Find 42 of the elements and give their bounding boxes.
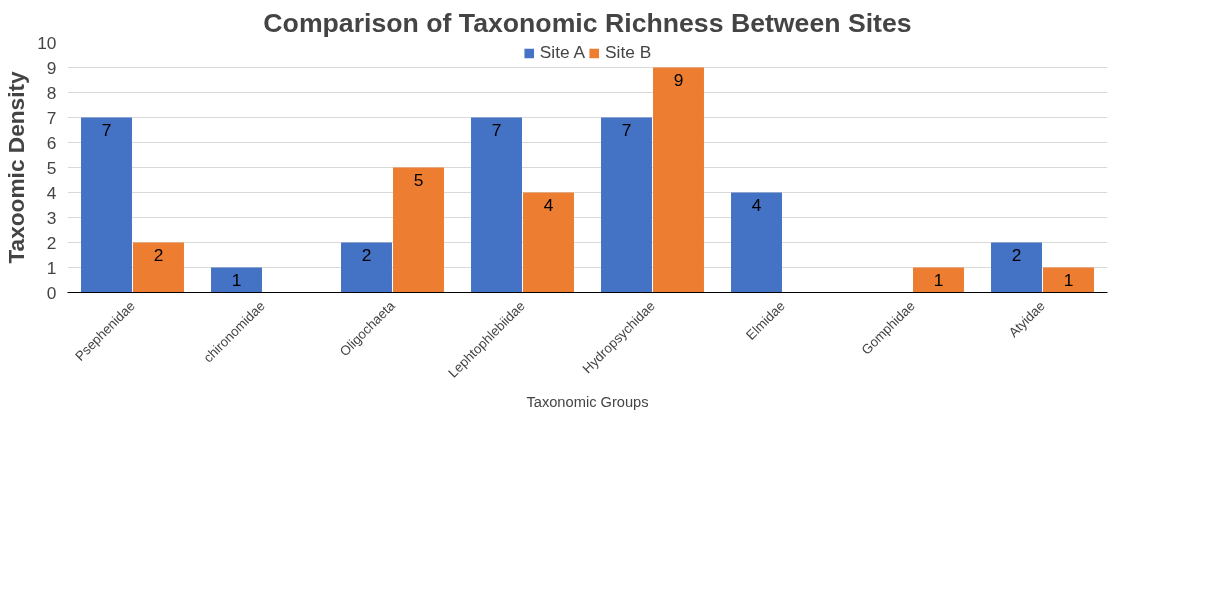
data-label: 1 (1063, 270, 1074, 290)
y-tick-label: 0 (46, 282, 57, 303)
bar (601, 117, 652, 293)
data-label: 2 (153, 245, 164, 265)
chart-title: Comparison of Taxonomic Richness Between Sites (263, 7, 912, 38)
bar (1043, 267, 1094, 293)
data-label: 7 (491, 120, 502, 140)
y-tick-label: 1 (46, 257, 57, 278)
bar (653, 67, 704, 293)
data-label: 2 (361, 245, 372, 265)
y-tick-label: 9 (46, 57, 57, 78)
data-label: 4 (751, 195, 762, 215)
legend-label: Site A (539, 42, 586, 63)
y-tick-label: 10 (37, 32, 57, 53)
y-axis-title: Taxoomic Density (3, 70, 30, 264)
y-tick-label: 5 (46, 157, 57, 178)
bar (471, 117, 522, 293)
data-label: 7 (621, 120, 632, 140)
y-tick-label: 7 (46, 107, 57, 128)
data-label: 2 (1011, 245, 1022, 265)
data-label: 5 (413, 170, 424, 190)
y-tick-label: 6 (46, 132, 57, 153)
data-label: 4 (543, 195, 554, 215)
data-label: 1 (231, 270, 242, 290)
bar (393, 167, 444, 293)
y-tick-label: 4 (46, 182, 57, 203)
y-tick-label: 2 (46, 232, 57, 253)
bar (913, 267, 964, 293)
bar (991, 242, 1042, 293)
bar (523, 192, 574, 293)
data-label: 9 (673, 70, 684, 90)
bar (81, 117, 132, 293)
data-label: 1 (933, 270, 944, 290)
bar (731, 192, 782, 293)
bar (133, 242, 184, 293)
x-axis-title: Taxonomic Groups (526, 393, 649, 410)
y-tick-label: 8 (46, 82, 57, 103)
bar (211, 267, 262, 293)
y-tick-label: 3 (46, 207, 57, 228)
legend-label: Site B (605, 42, 652, 63)
bar (341, 242, 392, 293)
data-label: 7 (101, 120, 112, 140)
